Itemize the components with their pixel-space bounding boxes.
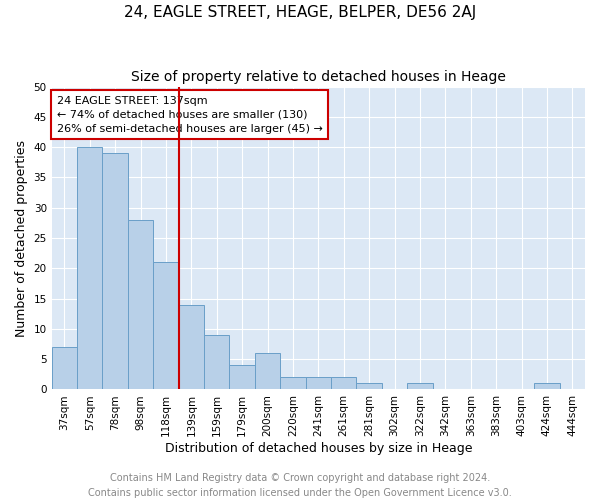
Text: 24, EAGLE STREET, HEAGE, BELPER, DE56 2AJ: 24, EAGLE STREET, HEAGE, BELPER, DE56 2A… xyxy=(124,5,476,20)
Title: Size of property relative to detached houses in Heage: Size of property relative to detached ho… xyxy=(131,70,506,84)
Bar xyxy=(255,353,280,390)
Bar xyxy=(534,384,560,390)
Bar xyxy=(179,304,204,390)
Bar xyxy=(407,384,433,390)
Bar xyxy=(77,147,103,390)
Bar xyxy=(305,378,331,390)
Bar xyxy=(356,384,382,390)
Text: 24 EAGLE STREET: 137sqm
← 74% of detached houses are smaller (130)
26% of semi-d: 24 EAGLE STREET: 137sqm ← 74% of detache… xyxy=(57,96,323,134)
Y-axis label: Number of detached properties: Number of detached properties xyxy=(15,140,28,336)
Bar xyxy=(128,220,153,390)
Bar xyxy=(52,347,77,390)
Bar xyxy=(331,378,356,390)
Text: Contains HM Land Registry data © Crown copyright and database right 2024.
Contai: Contains HM Land Registry data © Crown c… xyxy=(88,472,512,498)
Bar xyxy=(103,153,128,390)
X-axis label: Distribution of detached houses by size in Heage: Distribution of detached houses by size … xyxy=(164,442,472,455)
Bar xyxy=(229,365,255,390)
Bar xyxy=(280,378,305,390)
Bar xyxy=(204,335,229,390)
Bar xyxy=(153,262,179,390)
